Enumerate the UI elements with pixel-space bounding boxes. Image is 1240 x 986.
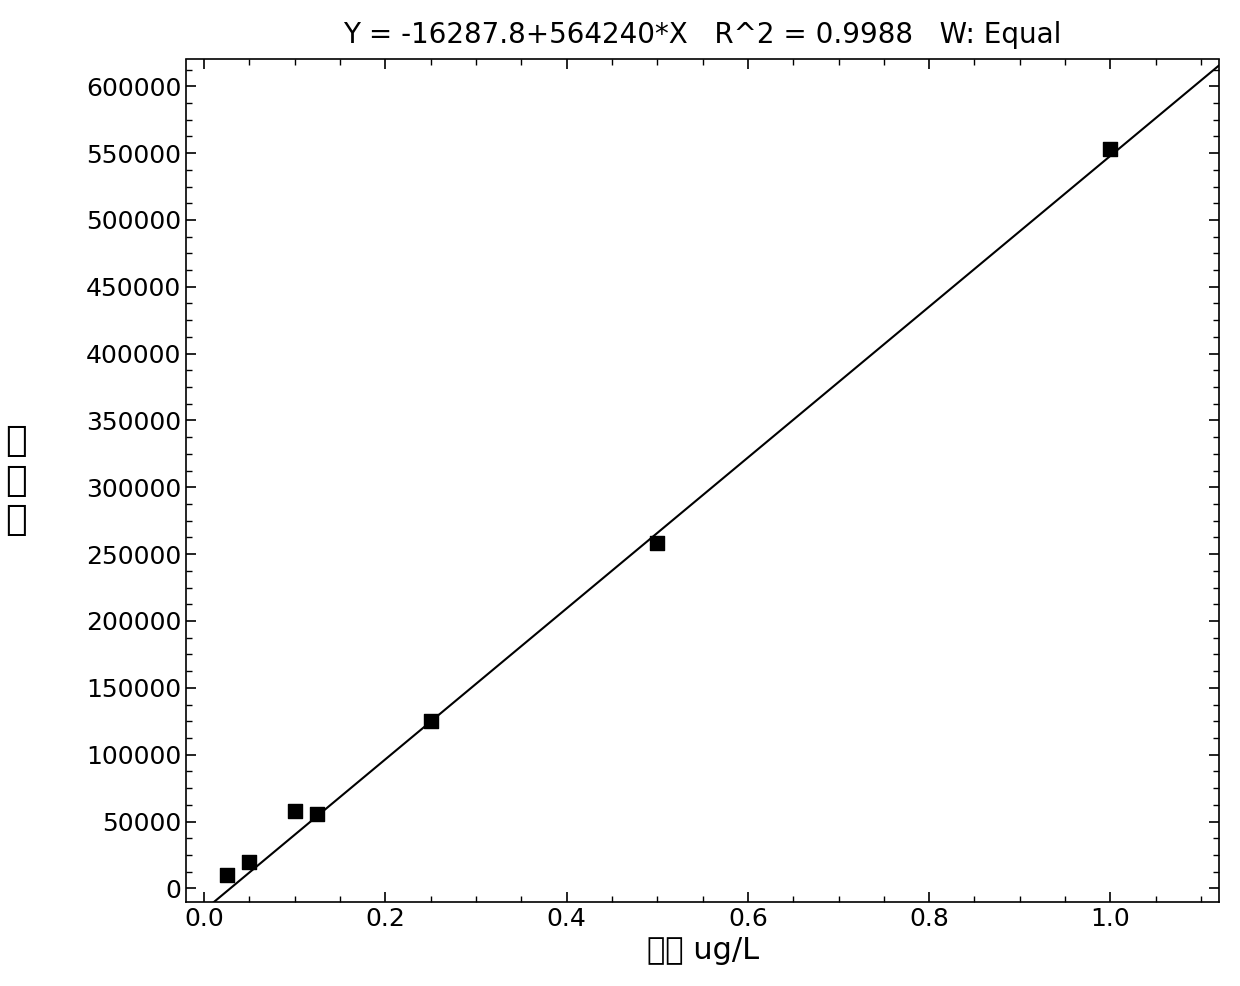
Point [308, 806, 327, 821]
Point [285, 803, 305, 818]
Point [1100, 141, 1120, 157]
Point [420, 714, 440, 730]
Point [217, 867, 237, 882]
Point [647, 535, 667, 551]
Point [239, 854, 259, 870]
Y-axis label: 峰
面
积: 峰 面 积 [5, 424, 27, 537]
Title: Y = -16287.8+564240*X   R^2 = 0.9988   W: Equal: Y = -16287.8+564240*X R^2 = 0.9988 W: Eq… [343, 21, 1061, 49]
X-axis label: 浓度 ug/L: 浓度 ug/L [646, 936, 759, 965]
